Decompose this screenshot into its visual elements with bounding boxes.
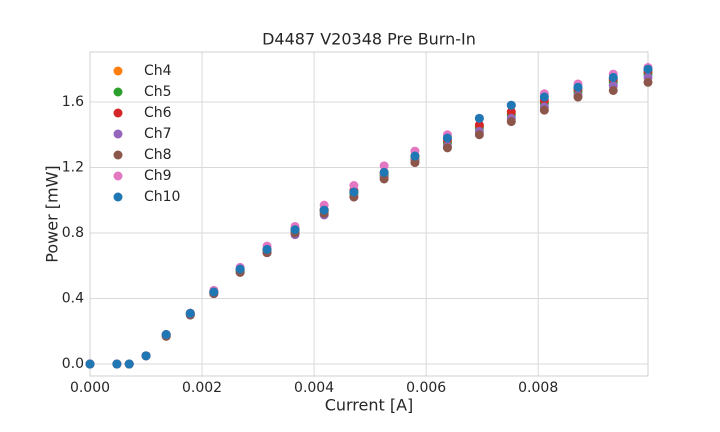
data-point	[112, 359, 122, 369]
data-point	[474, 113, 484, 123]
data-point	[643, 77, 653, 87]
x-tick-label: 0.004	[294, 380, 334, 396]
legend-label: Ch4	[144, 63, 172, 79]
y-axis-label: Power [mW]	[43, 165, 62, 262]
y-tick-label: 1.6	[62, 94, 84, 110]
data-point	[643, 64, 653, 74]
legend-label: Ch8	[144, 147, 172, 163]
data-point	[506, 100, 516, 110]
x-tick-label: 0.000	[70, 380, 110, 396]
data-point	[410, 158, 420, 168]
legend-marker	[113, 150, 123, 160]
data-point	[349, 180, 359, 190]
x-tick-label: 0.008	[518, 380, 558, 396]
data-point	[349, 187, 359, 197]
data-point	[506, 107, 516, 117]
data-point	[209, 287, 219, 297]
data-point	[161, 330, 171, 340]
data-point	[410, 151, 420, 161]
data-point	[379, 174, 389, 184]
data-point	[442, 143, 452, 153]
data-point	[141, 351, 151, 361]
data-point	[539, 92, 549, 102]
y-tick-label: 0.4	[62, 291, 84, 307]
legend-label: Ch7	[144, 126, 172, 142]
data-point	[185, 308, 195, 318]
legend-marker	[113, 171, 123, 181]
y-tick-label: 0.0	[62, 356, 84, 372]
legend-label: Ch10	[144, 189, 180, 205]
legend-marker	[113, 87, 123, 97]
data-point	[235, 264, 245, 274]
legend-marker	[113, 129, 123, 139]
data-point	[85, 359, 95, 369]
legend-label: Ch9	[144, 168, 172, 184]
data-point	[379, 161, 389, 171]
data-point	[608, 72, 618, 82]
data-point	[506, 117, 516, 127]
x-tick-label: 0.002	[182, 380, 222, 396]
x-tick-label: 0.006	[406, 380, 446, 396]
legend-marker	[113, 66, 123, 76]
data-point	[379, 167, 389, 177]
data-point	[262, 244, 272, 254]
data-point	[474, 120, 484, 130]
data-point	[474, 130, 484, 140]
chart-title: D4487 V20348 Pre Burn-In	[262, 30, 476, 49]
y-tick-label: 1.2	[62, 159, 84, 175]
legend-marker	[113, 192, 123, 202]
data-point	[573, 92, 583, 102]
legend-label: Ch6	[144, 105, 172, 121]
data-point	[539, 105, 549, 115]
legend-label: Ch5	[144, 84, 172, 100]
data-point	[442, 133, 452, 143]
data-point	[319, 205, 329, 215]
data-point	[290, 225, 300, 235]
legend-marker	[113, 108, 123, 118]
x-axis-label: Current [A]	[325, 396, 414, 415]
data-point	[124, 359, 134, 369]
data-point	[573, 82, 583, 92]
data-point	[608, 85, 618, 95]
plot-frame	[89, 51, 649, 377]
y-tick-label: 0.8	[62, 225, 84, 241]
